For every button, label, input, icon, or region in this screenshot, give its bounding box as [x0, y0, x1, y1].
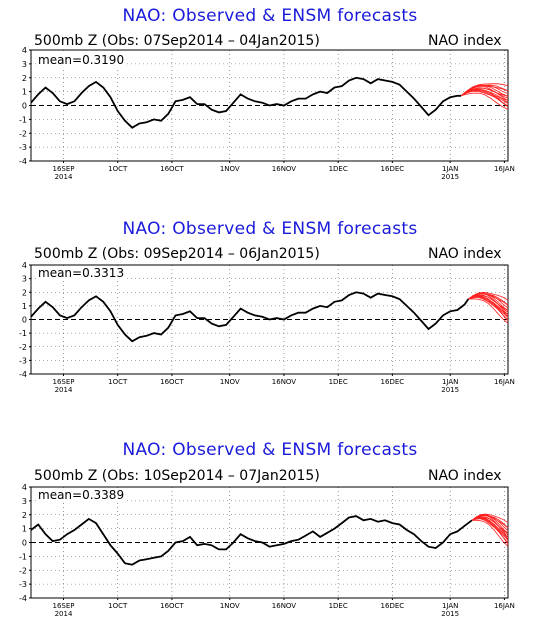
ensemble-forecast-line	[460, 88, 509, 104]
y-tick-label: 4	[22, 483, 27, 492]
y-tick-label: 3	[22, 60, 27, 69]
mean-label: mean=0.3190	[36, 53, 127, 67]
x-tick-label: 16NOV	[272, 165, 297, 173]
x-tick-label: 1OCT	[108, 165, 128, 173]
x-tick-label: 1OCT	[108, 378, 128, 386]
x-tick-label: 16SEP	[53, 165, 75, 173]
x-tick-label: 16DEC	[381, 165, 405, 173]
x-tick-label: 16NOV	[272, 602, 297, 610]
x-tick-label: 16OCT	[160, 165, 184, 173]
ensemble-forecast-line	[460, 92, 509, 110]
ensemble-forecast-line	[468, 292, 509, 306]
x-tick-label: 16NOV	[272, 378, 297, 386]
x-tick-label: 1JAN	[442, 165, 458, 173]
mean-label: mean=0.3389	[36, 488, 127, 502]
nao-chart-panel-2: NAO: Observed & ENSM forecasts 500mb Z (…	[0, 209, 540, 402]
x-tick-label: 1JAN	[442, 378, 458, 386]
y-tick-label: -4	[19, 594, 27, 603]
chart-title: NAO: Observed & ENSM forecasts	[122, 440, 418, 460]
y-tick-label: 4	[22, 261, 27, 270]
nao-chart-panel-1: NAO: Observed & ENSM forecasts 500mb Z (…	[0, 0, 540, 193]
x-tick-year-label: 2014	[55, 386, 73, 394]
observed-nao-line	[30, 515, 473, 566]
x-tick-label: 16SEP	[53, 378, 75, 386]
x-tick-label: 1DEC	[329, 165, 348, 173]
observed-nao-line	[30, 291, 470, 343]
y-tick-label: 1	[22, 302, 27, 311]
ensemble-forecast-line	[471, 514, 509, 536]
observed-nao-line	[30, 76, 461, 129]
y-tick-label: 3	[22, 275, 27, 284]
x-tick-year-label: 2015	[441, 173, 459, 181]
x-tick-label: 16JAN	[494, 165, 515, 173]
x-tick-year-label: 2014	[55, 173, 73, 181]
x-tick-label: 16DEC	[381, 602, 405, 610]
y-tick-label: -3	[19, 356, 27, 365]
y-tick-label: 2	[22, 288, 27, 297]
chart-title: NAO: Observed & ENSM forecasts	[122, 6, 418, 26]
ensemble-forecast-line	[471, 516, 509, 540]
chart-subtitle: 500mb Z (Obs: 09Sep2014 – 06Jan2015)	[34, 246, 320, 262]
plot-frame	[30, 486, 509, 599]
ensemble-forecast-line	[460, 84, 509, 97]
y-tick-label: -2	[19, 566, 27, 575]
index-label: NAO index	[428, 246, 502, 262]
y-tick-label: -3	[19, 580, 27, 589]
y-tick-label: -1	[19, 115, 27, 124]
x-tick-year-label: 2014	[55, 610, 73, 618]
y-tick-label: 4	[22, 46, 27, 55]
index-label: NAO index	[428, 33, 502, 49]
ensemble-forecast-line	[468, 295, 509, 318]
x-tick-label: 16JAN	[494, 602, 515, 610]
x-tick-label: 1NOV	[220, 602, 240, 610]
x-tick-label: 1NOV	[220, 378, 240, 386]
x-tick-label: 16SEP	[53, 602, 75, 610]
chart-subtitle: 500mb Z (Obs: 10Sep2014 – 07Jan2015)	[34, 468, 320, 484]
x-tick-label: 1OCT	[108, 602, 128, 610]
y-tick-label: 0	[22, 316, 27, 325]
x-tick-label: 1JAN	[442, 602, 458, 610]
y-tick-label: -2	[19, 129, 27, 138]
ensemble-forecast-line	[468, 298, 509, 324]
mean-label: mean=0.3313	[36, 266, 127, 280]
panel-divider	[0, 193, 540, 209]
x-tick-label: 16DEC	[381, 378, 405, 386]
ensemble-forecast-line	[460, 85, 509, 99]
ensemble-forecast-line	[468, 293, 509, 313]
x-tick-label: 16JAN	[494, 378, 515, 386]
y-tick-label: 3	[22, 497, 27, 506]
y-tick-label: 1	[22, 88, 27, 97]
x-tick-year-label: 2015	[441, 610, 459, 618]
x-tick-label: 1NOV	[220, 165, 240, 173]
y-tick-label: -2	[19, 343, 27, 352]
y-tick-label: -1	[19, 329, 27, 338]
y-tick-label: -3	[19, 143, 27, 152]
y-tick-label: -4	[19, 157, 27, 166]
chart-title: NAO: Observed & ENSM forecasts	[122, 219, 418, 239]
x-tick-label: 1DEC	[329, 602, 348, 610]
y-tick-label: -4	[19, 370, 27, 379]
ensemble-forecast-line	[471, 513, 509, 529]
x-tick-label: 16OCT	[160, 378, 184, 386]
chart-subtitle: 500mb Z (Obs: 07Sep2014 – 04Jan2015)	[34, 33, 320, 49]
y-tick-label: 0	[22, 539, 27, 548]
x-tick-year-label: 2015	[441, 386, 459, 394]
nao-chart-panel-3: NAO: Observed & ENSM forecasts 500mb Z (…	[0, 428, 540, 623]
y-tick-label: 0	[22, 102, 27, 111]
panel-divider	[0, 402, 540, 428]
ensemble-forecast-line	[460, 90, 509, 108]
x-tick-label: 1DEC	[329, 378, 348, 386]
x-tick-label: 16OCT	[160, 602, 184, 610]
y-tick-label: -1	[19, 552, 27, 561]
y-tick-label: 1	[22, 525, 27, 534]
y-tick-label: 2	[22, 511, 27, 520]
index-label: NAO index	[428, 468, 502, 484]
y-tick-label: 2	[22, 74, 27, 83]
ensemble-forecast-line	[471, 519, 509, 547]
